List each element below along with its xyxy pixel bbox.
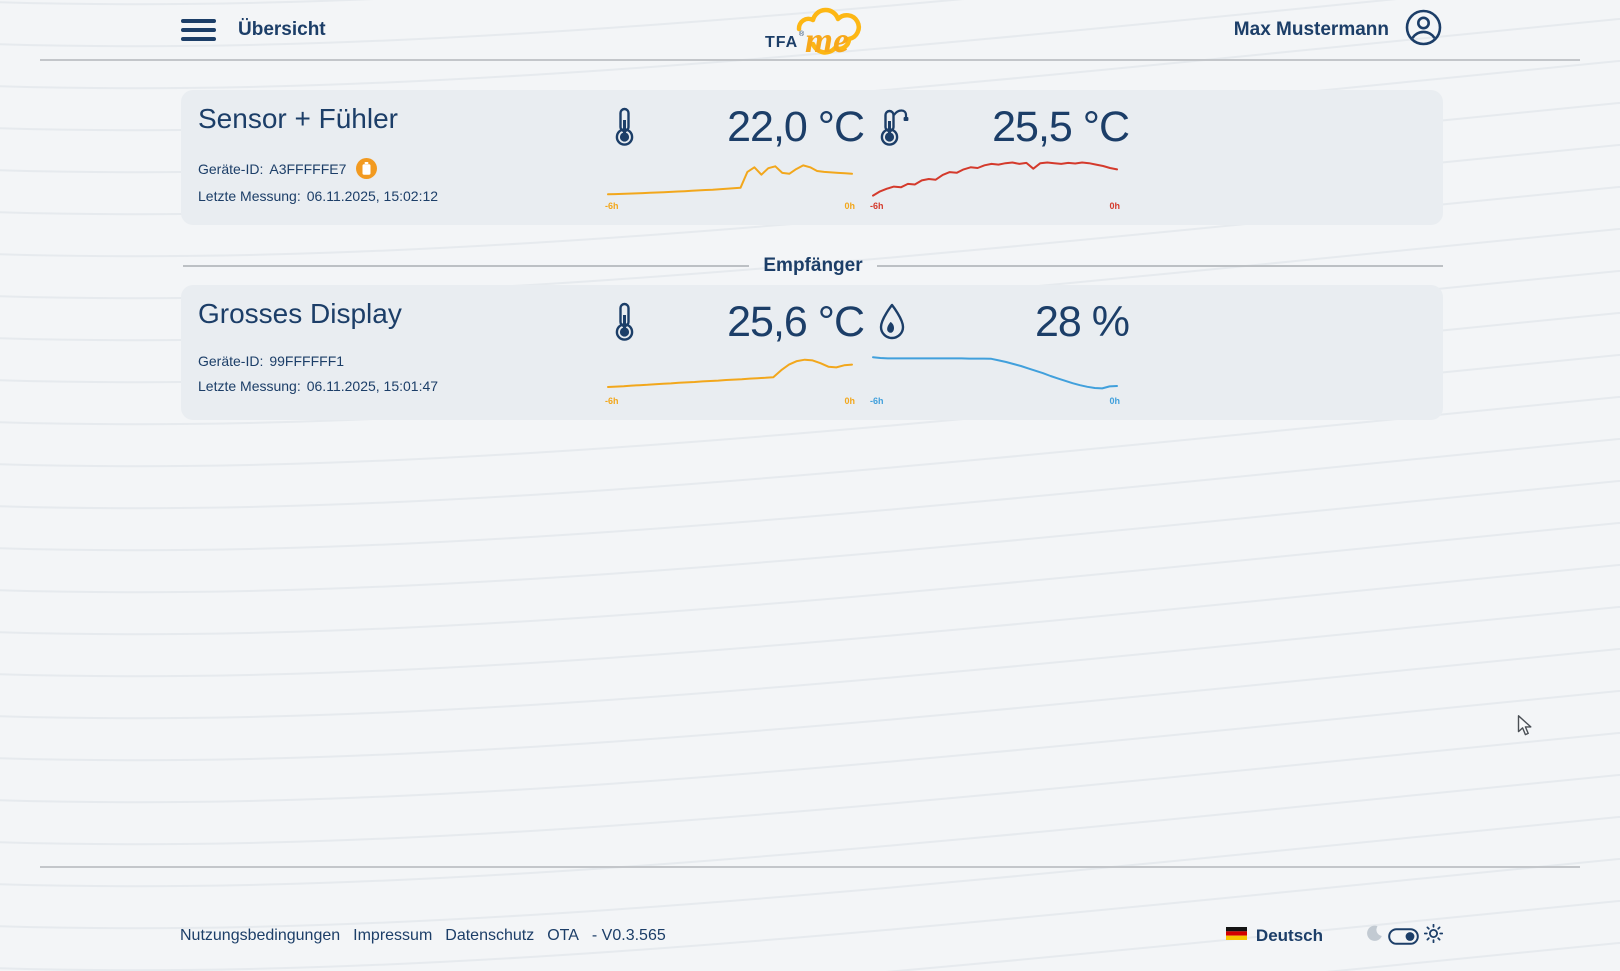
german-flag-icon bbox=[1225, 927, 1247, 945]
measurement-humidity: 28 % -6h 0h bbox=[866, 285, 1131, 420]
device-id-value: 99FFFFFF1 bbox=[269, 353, 345, 369]
device-title: Grosses Display bbox=[198, 298, 402, 329]
app-version: - V0.3.565 bbox=[591, 927, 666, 944]
header: Übersicht TFA ® me Max Mustermann bbox=[0, 0, 1620, 60]
footer-link-impressum[interactable]: Impressum bbox=[353, 927, 433, 944]
thermometer-icon bbox=[611, 302, 638, 342]
temperature-value: 22,0 °C bbox=[727, 102, 865, 151]
thermometer-icon bbox=[611, 107, 638, 147]
device-card-sensor-fuehler[interactable]: Sensor + Fühler Geräte-ID: A3FFFFFE7 Let… bbox=[181, 90, 1443, 225]
theme-toggle[interactable] bbox=[1388, 927, 1419, 945]
svg-text:®: ® bbox=[799, 30, 805, 38]
device-id-label: Geräte-ID: bbox=[198, 160, 264, 177]
temperature-sparkline bbox=[607, 164, 853, 196]
last-measurement-label: Letzte Messung: bbox=[198, 378, 301, 394]
measurement-probe-temperature: 25,5 °C -6h 0h bbox=[866, 90, 1131, 225]
footer: Nutzungsbedingungen Impressum Datenschut… bbox=[180, 916, 1444, 956]
language-selector[interactable]: Deutsch bbox=[1225, 926, 1323, 946]
sparkline-axis-labels: -6h 0h bbox=[605, 201, 855, 211]
section-label: Empfänger bbox=[763, 255, 863, 276]
measurement-temperature: 22,0 °C -6h 0h bbox=[601, 90, 866, 225]
temperature-sparkline bbox=[607, 358, 853, 388]
battery-warning-icon bbox=[356, 158, 378, 179]
user-name: Max Mustermann bbox=[1233, 19, 1389, 40]
language-label: Deutsch bbox=[1255, 926, 1323, 945]
theme-switcher bbox=[1366, 923, 1444, 948]
page-title: Übersicht bbox=[238, 19, 326, 40]
tfa-me-logo[interactable]: TFA ® me bbox=[755, 2, 865, 65]
temperature-value: 25,6 °C bbox=[727, 297, 865, 346]
device-card-grosses-display[interactable]: Grosses Display Geräte-ID: 99FFFFFF1 Let… bbox=[181, 285, 1443, 420]
humidity-sparkline bbox=[872, 356, 1118, 390]
logo-tfa-text: TFA bbox=[765, 34, 798, 51]
device-id-value: A3FFFFFE7 bbox=[269, 160, 347, 177]
user-avatar-icon[interactable] bbox=[1405, 9, 1442, 51]
section-divider-empfaenger: Empfänger bbox=[183, 255, 1443, 276]
sparkline-axis-labels: -6h 0h bbox=[870, 201, 1120, 211]
sun-icon bbox=[1423, 923, 1444, 948]
sparkline-axis-labels: -6h 0h bbox=[870, 396, 1120, 406]
humidity-icon bbox=[876, 302, 908, 342]
footer-link-datenschutz[interactable]: Datenschutz bbox=[445, 927, 535, 944]
last-measurement-value: 06.11.2025, 15:02:12 bbox=[306, 188, 439, 204]
footer-divider bbox=[40, 866, 1580, 868]
measurement-temperature: 25,6 °C -6h 0h bbox=[601, 285, 866, 420]
sparkline-axis-labels: -6h 0h bbox=[605, 396, 855, 406]
footer-link-ota[interactable]: OTA bbox=[547, 927, 579, 944]
probe-temperature-value: 25,5 °C bbox=[992, 102, 1130, 151]
device-title: Sensor + Fühler bbox=[198, 103, 398, 134]
probe-temperature-sparkline bbox=[872, 161, 1118, 197]
header-divider bbox=[40, 59, 1580, 61]
account-menu[interactable]: Max Mustermann bbox=[1234, 9, 1442, 51]
thermometer-probe-icon bbox=[876, 107, 912, 147]
device-id-label: Geräte-ID: bbox=[198, 353, 264, 369]
moon-icon bbox=[1366, 925, 1383, 947]
last-measurement-value: 06.11.2025, 15:01:47 bbox=[306, 378, 439, 394]
menu-hamburger-icon[interactable] bbox=[181, 18, 216, 43]
last-measurement-label: Letzte Messung: bbox=[198, 188, 301, 204]
footer-link-nutzungsbedingungen[interactable]: Nutzungsbedingungen bbox=[180, 927, 341, 944]
logo-me-text: me bbox=[805, 20, 849, 60]
humidity-value: 28 % bbox=[1034, 297, 1130, 346]
